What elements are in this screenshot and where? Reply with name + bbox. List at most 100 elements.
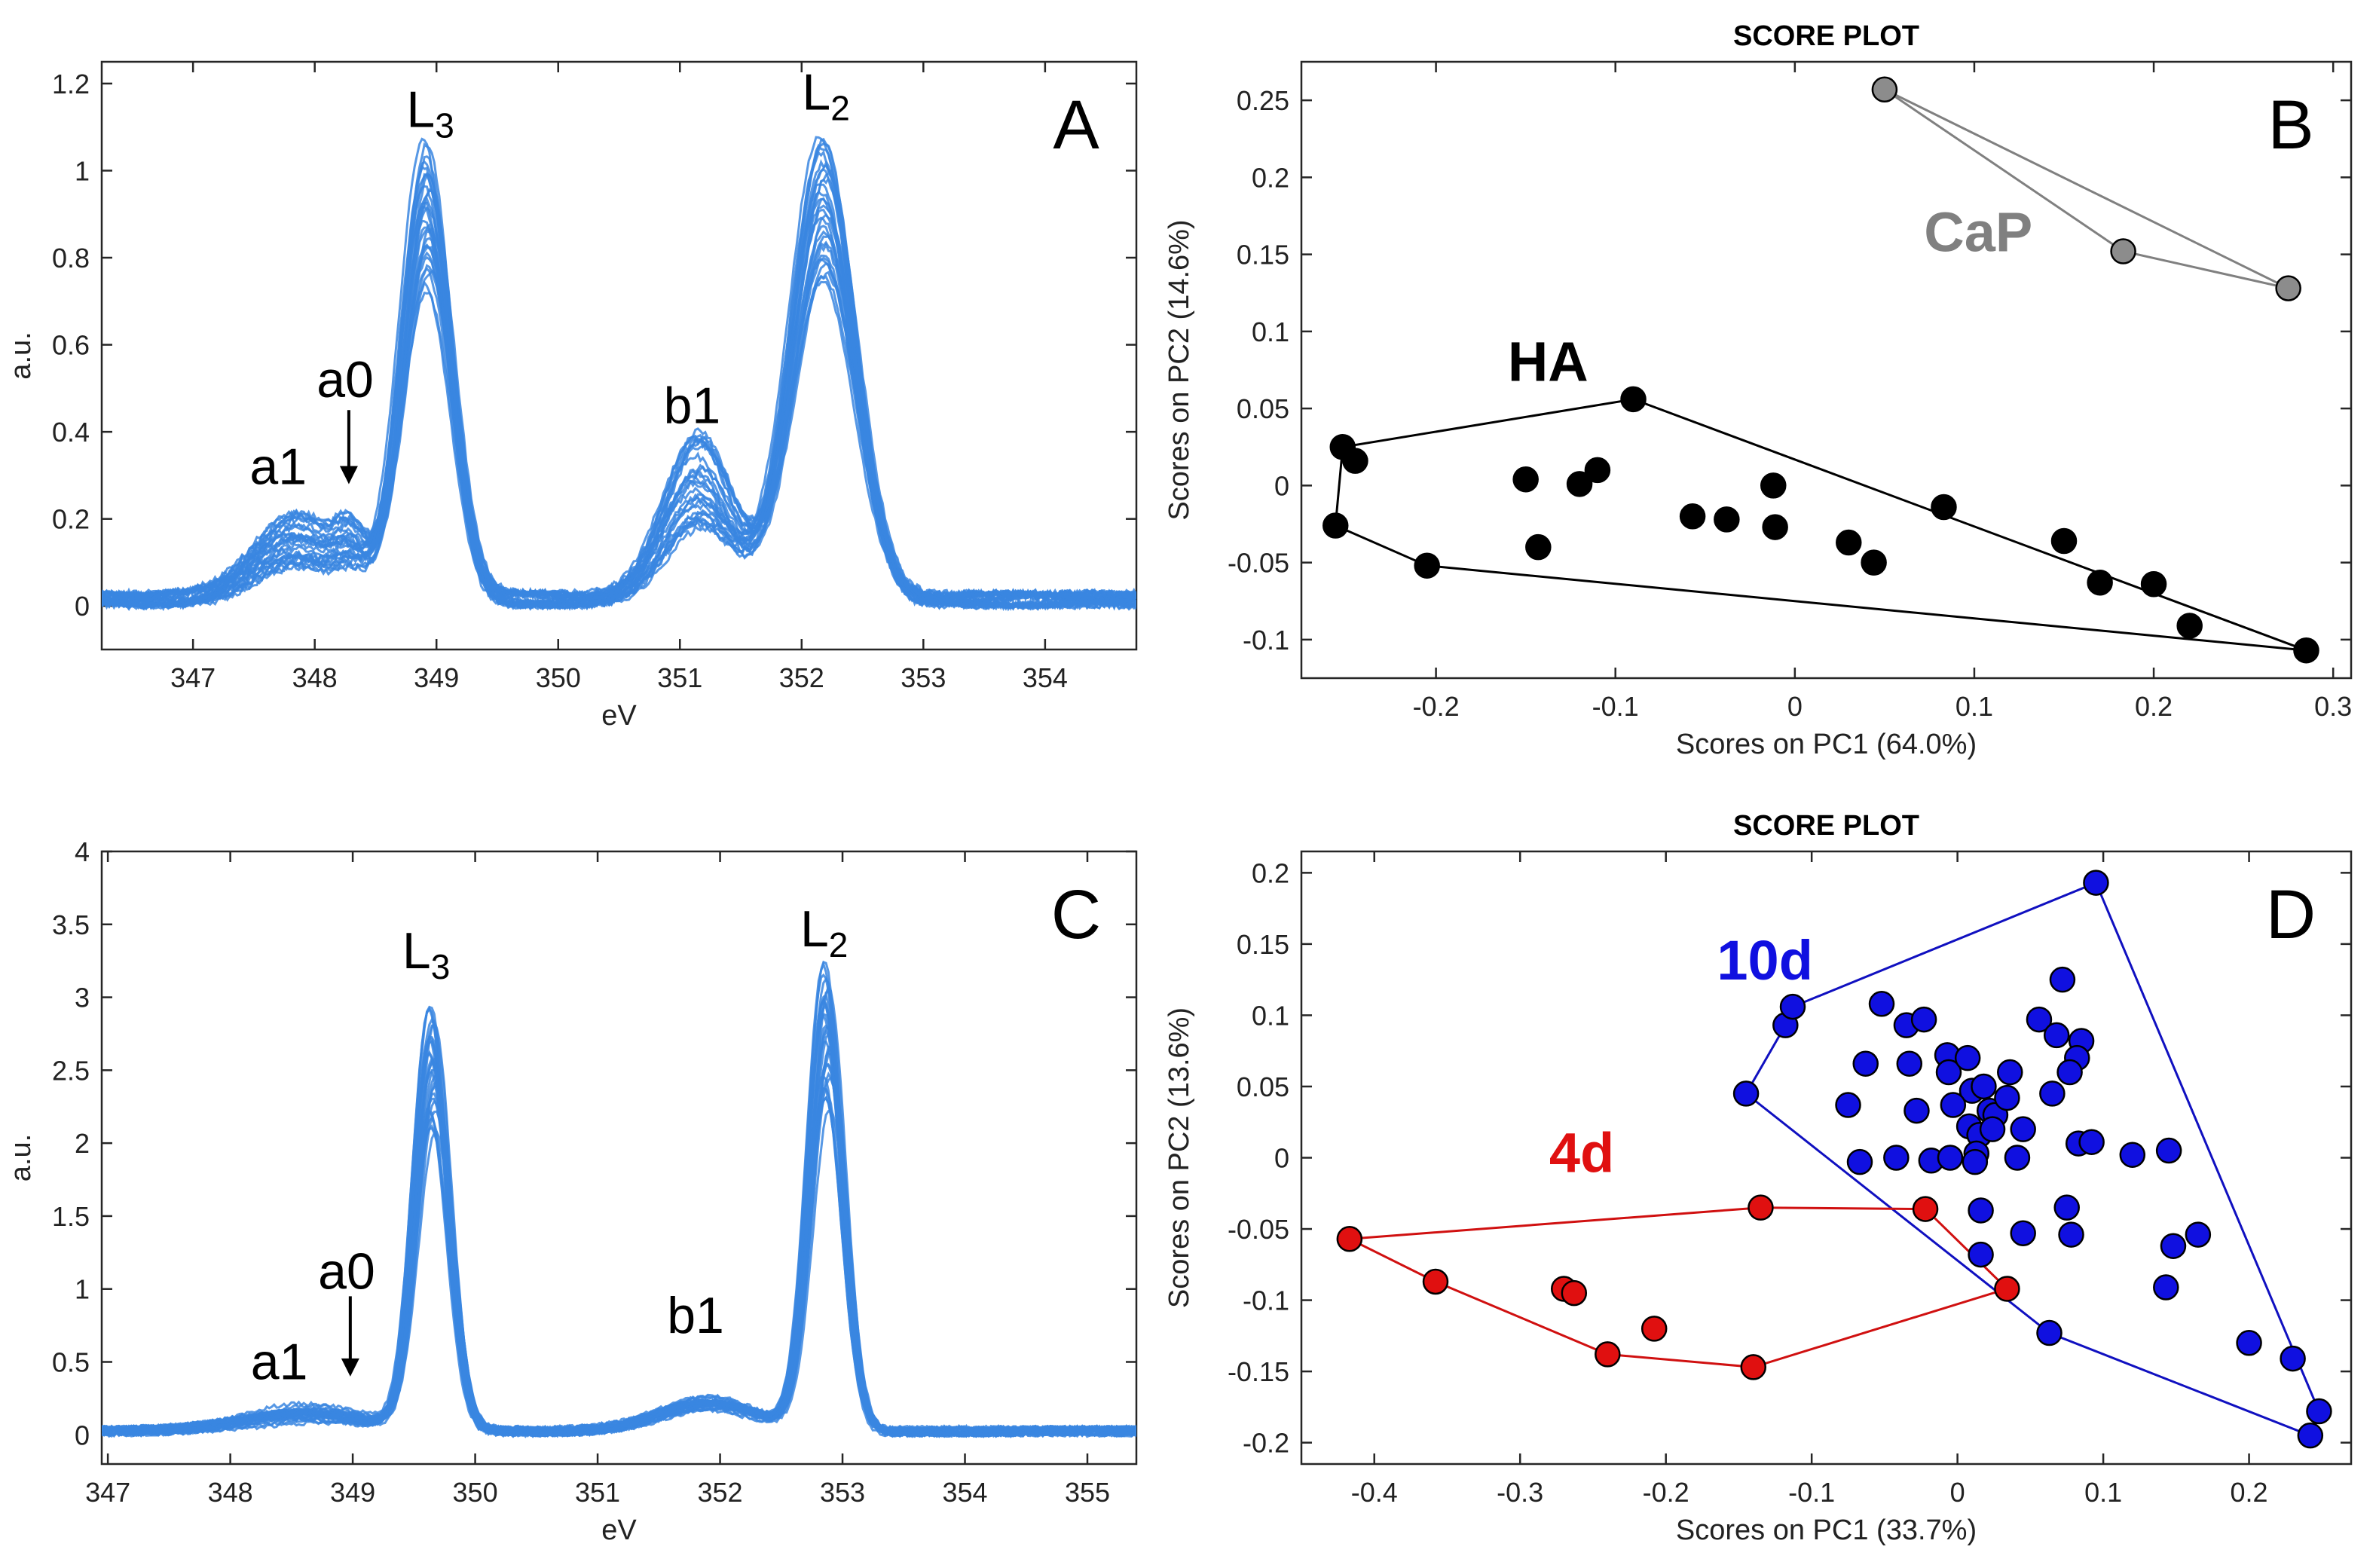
- panel-letter: C: [1051, 876, 1101, 953]
- peak-annotation: a1: [249, 438, 307, 495]
- point-10d: [1868, 991, 1895, 1017]
- point-10d: [2010, 1220, 2036, 1246]
- point-10d: [2297, 1422, 2324, 1449]
- point-HA: [1620, 386, 1647, 413]
- y-tick-label: 0.8: [52, 243, 90, 274]
- peak-annotation: L3: [406, 81, 454, 145]
- peak-annotation: L2: [800, 900, 848, 964]
- annotation-label: L: [800, 900, 829, 958]
- point-HA: [1414, 552, 1440, 579]
- point-10d: [2083, 870, 2109, 896]
- x-tick-label: -0.1: [1592, 691, 1639, 722]
- y-tick-label: 0.2: [1252, 162, 1289, 193]
- point-10d: [2026, 1006, 2053, 1033]
- point-CaP: [2110, 238, 2136, 264]
- peak-annotation: a0: [316, 351, 374, 408]
- annotation-subscript: 2: [830, 89, 850, 128]
- y-tick-label: 0.6: [52, 330, 90, 361]
- spectrum-line: [102, 960, 1136, 1438]
- panel-B: -0.2 -0.1 0 0.1 0.2 0.3 -0.1 -0.05 0 0.05 0.1 0.15 0…: [1164, 20, 2353, 760]
- x-tick-label: 0.3: [2314, 691, 2352, 722]
- point-4d: [1641, 1316, 1668, 1342]
- annotation-label: b1: [664, 377, 721, 435]
- point-10d: [1968, 1241, 1994, 1268]
- x-tick-label: 353: [901, 662, 946, 693]
- point-HA: [2293, 637, 2319, 664]
- x-tick-label: 347: [170, 662, 216, 693]
- annotation-label: L: [402, 922, 431, 980]
- plot-frame: [100, 850, 1138, 1466]
- x-axis-label: Scores on PC1 (33.7%): [1676, 1515, 1977, 1546]
- y-tick-label: 0: [75, 591, 90, 622]
- x-tick-label: -0.2: [1413, 691, 1460, 722]
- y-tick-label: 0.1: [1252, 316, 1289, 347]
- point-10d: [1962, 1148, 1989, 1175]
- point-4d: [1740, 1354, 1767, 1380]
- hull-4d: [1345, 1206, 2010, 1368]
- y-axis-label: a.u.: [5, 332, 37, 379]
- plot-frame: [1300, 60, 2353, 680]
- point-HA: [2176, 613, 2203, 639]
- point-HA: [2050, 527, 2078, 555]
- point-10d: [1937, 1145, 1964, 1171]
- peak-annotation: a0: [318, 1243, 375, 1301]
- point-10d: [2185, 1221, 2212, 1248]
- point-10d: [2153, 1274, 2179, 1301]
- y-tick-label: 0.25: [1237, 85, 1289, 116]
- point-10d: [1846, 1148, 1873, 1175]
- x-tick-label: -0.4: [1351, 1477, 1398, 1508]
- point-HA: [1679, 503, 1706, 530]
- point-10d: [1910, 1006, 1937, 1033]
- x-tick-label: 349: [414, 662, 459, 693]
- spectrum-line: [102, 136, 1136, 610]
- y-axis-label: Scores on PC2 (14.6%): [1164, 219, 1195, 520]
- point-10d: [2056, 1059, 2083, 1086]
- x-tick-label: 351: [575, 1477, 620, 1508]
- y-tick-label: -0.05: [1228, 548, 1289, 579]
- point-10d: [2004, 1145, 2031, 1171]
- point-10d: [2119, 1142, 2146, 1168]
- group-label-CaP: CaP: [1924, 201, 2032, 264]
- panel-A: 347 348 349 350 351 352 353 354 0 0.2 0.4 0.6 0.8 1 1.…: [5, 60, 1138, 732]
- x-tick-label: 353: [820, 1477, 865, 1508]
- annotation-label: L: [406, 81, 435, 139]
- point-10d: [1896, 1050, 1923, 1077]
- point-10d: [1997, 1059, 2023, 1086]
- y-tick-label: -0.2: [1243, 1428, 1289, 1459]
- group-label-HA: HA: [1508, 330, 1589, 393]
- y-tick-label: 2.5: [52, 1055, 90, 1086]
- peak-annotation: b1: [664, 377, 721, 435]
- point-4d: [1595, 1341, 1621, 1368]
- point-4d: [1912, 1196, 1939, 1222]
- y-tick-label: 0: [1274, 470, 1289, 501]
- point-HA: [1836, 529, 1862, 556]
- x-tick-label: 348: [208, 1477, 253, 1508]
- y-tick-label: 0.05: [1237, 393, 1289, 424]
- x-tick-label: 0.2: [2135, 691, 2173, 722]
- peak-annotation: L3: [402, 922, 450, 986]
- chart-title: SCORE PLOT: [1733, 20, 1919, 52]
- x-tick-label: 349: [330, 1477, 375, 1508]
- y-tick-label: -0.05: [1228, 1214, 1289, 1245]
- group-label-10d: 10d: [1717, 929, 1813, 992]
- x-axis-label: Scores on PC1 (64.0%): [1676, 729, 1977, 760]
- point-10d: [2160, 1233, 2187, 1259]
- y-tick-label: 3: [75, 983, 90, 1013]
- point-4d: [1994, 1276, 2020, 1302]
- panel-letter: A: [1053, 87, 1099, 164]
- point-HA: [1931, 494, 1957, 521]
- point-10d: [2039, 1080, 2066, 1107]
- hull-HA: [1334, 398, 2307, 652]
- x-axis-label: eV: [601, 1515, 637, 1546]
- x-tick-label: 0: [1950, 1477, 1965, 1508]
- point-10d: [1904, 1097, 1930, 1124]
- point-10d: [1852, 1050, 1879, 1077]
- x-tick-label: 350: [453, 1477, 498, 1508]
- y-tick-label: 0.05: [1237, 1071, 1289, 1102]
- x-tick-label: 0.1: [2084, 1477, 2122, 1508]
- point-10d: [2078, 1129, 2105, 1155]
- y-tick-label: 0.5: [52, 1347, 90, 1378]
- point-10d: [2155, 1137, 2182, 1164]
- y-tick-label: 1.2: [52, 69, 90, 99]
- point-4d: [1336, 1226, 1363, 1252]
